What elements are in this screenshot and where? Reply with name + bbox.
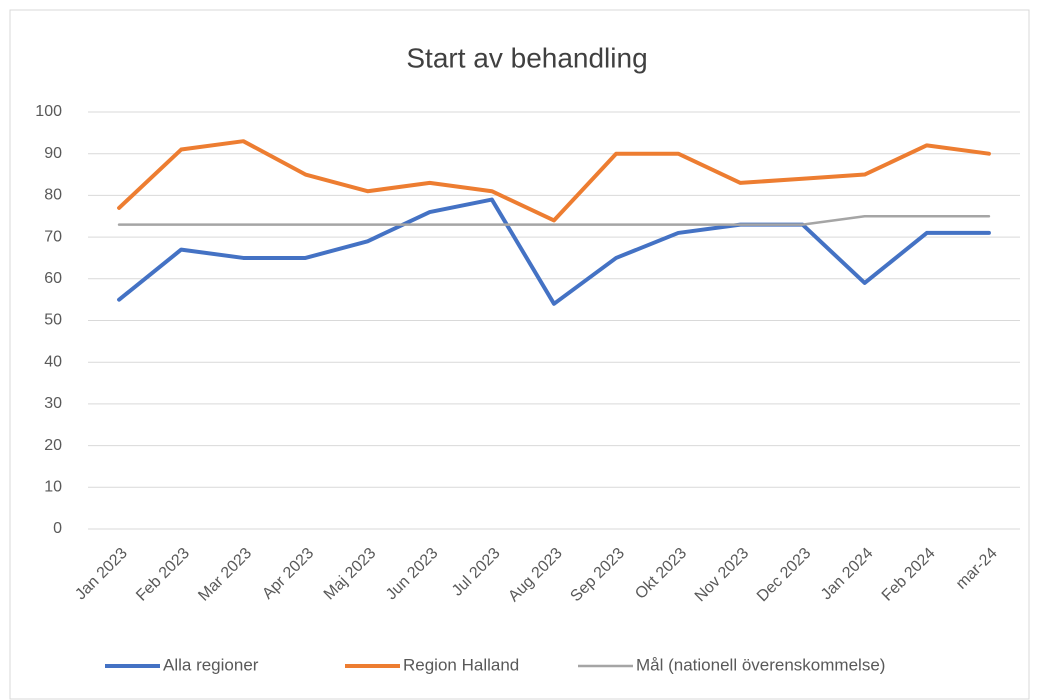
- series-line: [117, 139, 991, 223]
- y-tick-label: 100: [35, 103, 62, 120]
- series-line: [117, 215, 991, 226]
- y-tick-label: 40: [44, 353, 62, 370]
- legend-label: Region Halland: [403, 655, 519, 674]
- y-tick-label: 30: [44, 395, 62, 412]
- y-tick-label: 60: [44, 270, 62, 287]
- y-tick-label: 20: [44, 437, 62, 454]
- y-tick-label: 10: [44, 479, 62, 496]
- y-tick-label: 0: [53, 520, 62, 537]
- y-tick-label: 50: [44, 312, 62, 329]
- y-tick-label: 70: [44, 228, 62, 245]
- series-line: [117, 197, 991, 306]
- chart-frame: [9, 9, 1030, 700]
- legend-label: Alla regioner: [163, 655, 259, 674]
- y-tick-label: 90: [44, 145, 62, 162]
- legend-label: Mål (nationell överenskommelse): [636, 655, 885, 674]
- y-tick-label: 80: [44, 187, 62, 204]
- chart-title: Start av behandling: [406, 42, 647, 73]
